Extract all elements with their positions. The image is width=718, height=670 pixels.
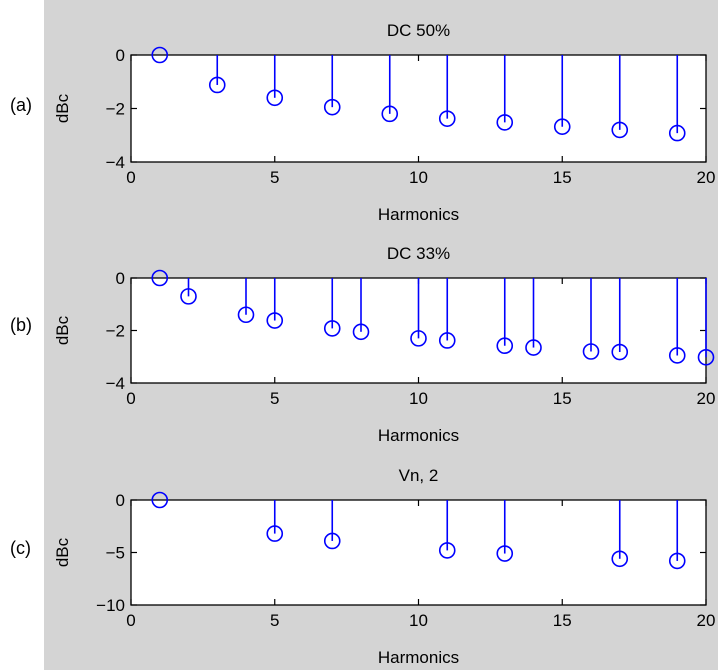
- x-tick-label: 5: [270, 168, 279, 187]
- stem-marker: [266, 89, 284, 107]
- x-tick-label: 15: [553, 168, 572, 187]
- x-tick-label: 15: [553, 389, 572, 408]
- stem-marker: [352, 323, 370, 341]
- chart-title: DC 50%: [387, 21, 450, 40]
- chart-title: DC 33%: [387, 244, 450, 263]
- stem-marker: [151, 491, 169, 509]
- stem-marker: [438, 110, 456, 127]
- stem-marker: [438, 332, 456, 349]
- chart-a: DC 50% 0 5 10 15 20 0 −2 −4 Harmonics dBc: [53, 21, 715, 224]
- stem-marker: [697, 348, 715, 366]
- y-tick-label: −10: [96, 596, 125, 615]
- stem-marker: [266, 312, 284, 329]
- y-axis-label: dBc: [53, 315, 72, 345]
- x-axis-label: Harmonics: [378, 648, 459, 667]
- y-tick-label: 0: [116, 269, 125, 288]
- x-tick-label: 0: [126, 389, 135, 408]
- y-tick-label: −2: [106, 322, 125, 341]
- y-axis-label: dBc: [53, 537, 72, 567]
- x-tick-label: 20: [697, 611, 716, 630]
- stem-marker: [438, 542, 456, 559]
- x-tick-label: 10: [409, 611, 428, 630]
- stem-marker: [668, 347, 686, 364]
- stem-marker: [323, 532, 341, 550]
- stem-marker: [266, 525, 284, 542]
- stem-marker: [496, 337, 514, 355]
- y-tick-label: 0: [116, 46, 125, 65]
- y-tick-label: −5: [106, 544, 125, 563]
- stem-marker: [525, 339, 542, 356]
- panel-label-c: (c): [10, 538, 31, 558]
- panel-label-a: (a): [10, 95, 32, 115]
- y-axis-label: dBc: [53, 93, 72, 123]
- y-tick-label: 0: [116, 491, 125, 510]
- stem-marker: [180, 288, 197, 305]
- stem-marker: [410, 330, 427, 347]
- stem-marker: [582, 343, 600, 360]
- x-tick-label: 5: [270, 389, 279, 408]
- stem-marker: [668, 552, 686, 570]
- stem-marker: [553, 118, 571, 135]
- x-tick-label: 10: [409, 389, 428, 408]
- stem-marker: [323, 320, 341, 337]
- x-tick-label: 0: [126, 611, 135, 630]
- stem-marker: [611, 343, 629, 361]
- x-tick-label: 0: [126, 168, 135, 187]
- stem-marker: [237, 306, 255, 324]
- x-tick-label: 20: [697, 168, 716, 187]
- stem-marker: [151, 269, 169, 287]
- chart-b: DC 33% 0 5 10 15 20 0 −2 −4 Harmonics dBc: [53, 244, 715, 445]
- x-tick-label: 10: [409, 168, 428, 187]
- stem-marker: [611, 550, 629, 568]
- y-tick-label: −2: [106, 100, 125, 119]
- stem-marker: [496, 545, 514, 562]
- x-tick-label: 15: [553, 611, 572, 630]
- x-tick-label: 5: [270, 611, 279, 630]
- x-tick-label: 20: [697, 389, 716, 408]
- chart-c: Vn, 2 0 5 10 15 20 0 −5 −10 Harmonics dBc: [53, 466, 715, 667]
- panel-label-b: (b): [10, 315, 32, 335]
- chart-title: Vn, 2: [399, 466, 439, 485]
- stem-marker: [323, 98, 341, 116]
- stem-marker: [611, 121, 629, 139]
- plot-area: [130, 499, 707, 606]
- stem-marker: [381, 105, 399, 123]
- x-axis-label: Harmonics: [378, 426, 459, 445]
- stem-marker: [668, 124, 686, 142]
- stem-marker: [151, 46, 169, 64]
- y-tick-label: −4: [106, 374, 125, 393]
- x-axis-label: Harmonics: [378, 205, 459, 224]
- stem-marker: [496, 114, 514, 131]
- stem-marker: [208, 76, 226, 94]
- y-tick-label: −4: [106, 153, 125, 172]
